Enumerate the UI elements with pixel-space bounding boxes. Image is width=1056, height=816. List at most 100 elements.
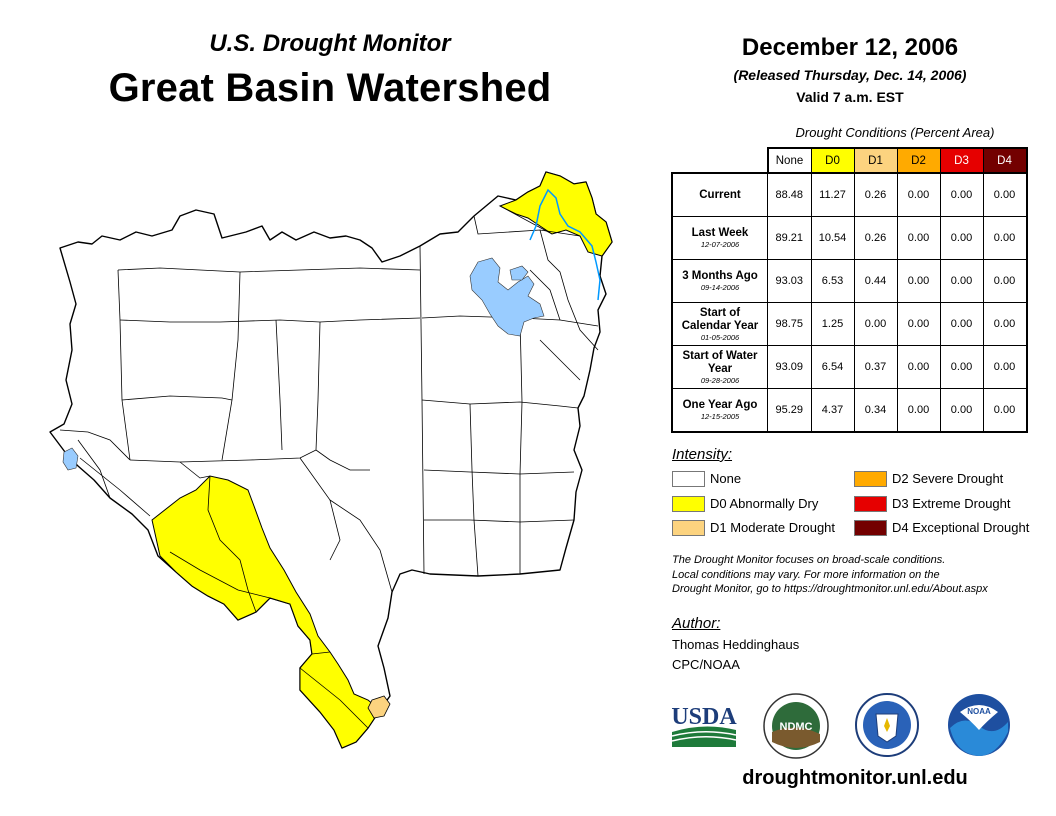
table-header-row: None D0 D1 D2 D3 D4 <box>672 147 1028 174</box>
header-none: None <box>766 147 812 174</box>
cell-d1: 0.34 <box>853 388 898 433</box>
legend-label: D1 Moderate Drought <box>710 520 836 535</box>
great-salt-lake <box>469 257 545 337</box>
cell-d4: 0.00 <box>982 172 1028 217</box>
note-line: Local conditions may vary. For more info… <box>672 568 940 581</box>
row-label-text: 3 Months Ago <box>682 270 758 282</box>
row-label-text: Start of Water Year <box>682 349 758 375</box>
drought-conditions-table: None D0 D1 D2 D3 D4 Current 88.48 11.27 0.2… <box>671 147 1028 433</box>
pyramid-lake <box>62 447 79 471</box>
header-d2: D2 <box>896 147 941 174</box>
utah-lake <box>509 265 529 281</box>
legend-swatch <box>854 496 887 512</box>
cell-d2: 0.00 <box>896 216 941 260</box>
legend-title: Intensity: <box>672 446 733 463</box>
note-line: Drought Monitor, go to https://droughtmo… <box>672 583 988 595</box>
cell-d0: 10.54 <box>810 216 855 260</box>
noaa-logo-text: NOAA <box>967 707 991 716</box>
row-date: 01-05-2006 <box>700 332 740 342</box>
d1-area-south <box>367 695 391 719</box>
row-label: Current <box>671 172 768 217</box>
header-d4: D4 <box>982 147 1028 174</box>
table-caption: Drought Conditions (Percent Area) <box>795 125 995 140</box>
row-date: 09-28-2006 <box>700 375 740 385</box>
legend-label: D0 Abnormally Dry <box>710 496 819 511</box>
release-date: (Released Thursday, Dec. 14, 2006) <box>733 67 967 83</box>
cell-none: 88.48 <box>767 172 812 217</box>
cell-d0: 6.53 <box>810 259 855 303</box>
ndmc-logo-text: NDMC <box>780 721 813 733</box>
row-date: 09-14-2006 <box>700 283 740 292</box>
noaa-logo: NOAA <box>948 694 1010 756</box>
header-d1: D1 <box>853 147 898 174</box>
cell-d4: 0.00 <box>982 302 1028 346</box>
table-row: Current 88.48 11.27 0.26 0.00 0.00 0.00 <box>671 172 1028 217</box>
legend-swatch <box>672 520 705 536</box>
cell-d4: 0.00 <box>982 216 1028 260</box>
legend-label: D2 Severe Drought <box>892 471 1004 486</box>
note-line: The Drought Monitor focuses on broad-sca… <box>672 554 946 566</box>
row-label: One Year Ago 12-15-2005 <box>671 388 768 433</box>
author-org: CPC/NOAA <box>672 657 740 672</box>
header-blank <box>672 148 768 173</box>
cell-d0: 11.27 <box>810 172 855 217</box>
row-label: 3 Months Ago 09-14-2006 <box>671 259 768 303</box>
cell-d0: 1.25 <box>810 302 855 346</box>
usda-logo-text: USDA <box>671 704 737 730</box>
cell-d2: 0.00 <box>896 172 941 217</box>
table-row: Start of Water Year 09-28-2006 93.09 6.54 0.… <box>671 345 1028 389</box>
map-title: Great Basin Watershed <box>108 66 552 110</box>
cell-d1: 0.37 <box>853 345 898 389</box>
cell-d2: 0.00 <box>896 302 941 346</box>
cell-none: 95.29 <box>767 388 812 433</box>
legend-swatch <box>854 471 887 487</box>
row-label-text: One Year Ago <box>682 399 758 411</box>
row-label: Start of Calendar Year 01-05-2006 <box>671 302 768 346</box>
ndmc-logo: NDMC <box>763 693 829 759</box>
cell-d4: 0.00 <box>982 259 1028 303</box>
row-label-text: Start of Calendar Year <box>681 306 759 332</box>
cell-d1: 0.26 <box>853 172 898 217</box>
cell-none: 93.09 <box>767 345 812 389</box>
cell-d4: 0.00 <box>982 345 1028 389</box>
cell-d3: 0.00 <box>939 216 984 260</box>
cell-d2: 0.00 <box>896 345 941 389</box>
author-label: Author: <box>672 615 721 632</box>
legend-label: D3 Extreme Drought <box>892 496 1011 511</box>
watershed-region <box>49 171 613 749</box>
author-name: Thomas Heddinghaus <box>672 637 800 652</box>
cell-d1: 0.44 <box>853 259 898 303</box>
cell-d0: 6.54 <box>810 345 855 389</box>
cell-d4: 0.00 <box>982 388 1028 433</box>
cell-d3: 0.00 <box>939 345 984 389</box>
cell-d2: 0.00 <box>896 259 941 303</box>
cell-d3: 0.00 <box>939 302 984 346</box>
legend-swatch <box>854 520 887 536</box>
header-d3: D3 <box>939 147 984 174</box>
legend-label: None <box>710 471 742 486</box>
cell-d1: 0.00 <box>853 302 898 346</box>
row-label: Last Week 12-07-2006 <box>671 216 768 260</box>
website-url[interactable]: droughtmonitor.unl.edu <box>742 767 968 789</box>
legend-label: D4 Exceptional Drought <box>892 520 1030 535</box>
cell-none: 93.03 <box>767 259 812 303</box>
row-label: Start of Water Year 09-28-2006 <box>671 345 768 389</box>
bear-river <box>529 188 601 301</box>
table-row: One Year Ago 12-15-2005 95.29 4.37 0.34 0.00 0… <box>671 388 1028 433</box>
valid-time: Valid 7 a.m. EST <box>796 89 904 105</box>
d0-area-northeast <box>498 171 613 257</box>
subbasin-boundaries <box>59 205 599 729</box>
row-date: 12-07-2006 <box>700 240 740 249</box>
usda-logo: USDA <box>671 704 737 747</box>
cell-d3: 0.00 <box>939 388 984 433</box>
legend-swatch <box>672 471 705 487</box>
row-label-text: Last Week <box>691 227 749 239</box>
table-row: Last Week 12-07-2006 89.21 10.54 0.26 0.00 0.0… <box>671 216 1028 260</box>
disclaimer-note: The Drought Monitor focuses on broad-sca… <box>672 553 1052 597</box>
cell-d3: 0.00 <box>939 172 984 217</box>
doc-seal-logo <box>855 693 919 757</box>
map-subtitle: U.S. Drought Monitor <box>209 30 451 57</box>
cell-d3: 0.00 <box>939 259 984 303</box>
row-label-text: Current <box>699 188 741 201</box>
table-row: Start of Calendar Year 01-05-2006 98.75 1.2… <box>671 302 1028 346</box>
